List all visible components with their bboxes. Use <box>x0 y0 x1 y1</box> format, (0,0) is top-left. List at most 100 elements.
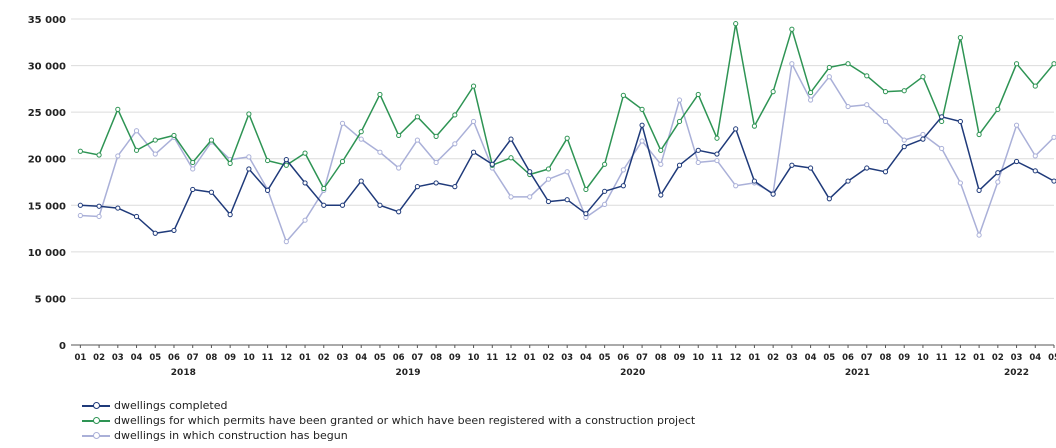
x-tick-label: 04 <box>805 353 817 363</box>
data-point <box>414 137 420 143</box>
x-tick-label: 10 <box>917 353 929 363</box>
x-tick-label: 07 <box>636 353 648 363</box>
data-point <box>957 118 963 125</box>
data-point <box>770 89 776 95</box>
data-point <box>995 106 1001 112</box>
data-point <box>864 73 870 79</box>
data-point <box>564 169 570 175</box>
data-point <box>733 126 739 132</box>
data-point <box>939 145 945 152</box>
x-tick-label: 02 <box>543 353 555 363</box>
x-tick-label: 02 <box>93 353 105 363</box>
data-point <box>227 212 233 218</box>
data-point <box>321 185 327 192</box>
data-point <box>789 61 795 67</box>
data-point <box>470 83 477 89</box>
data-point <box>658 161 664 167</box>
data-point <box>658 192 664 198</box>
series-lines <box>77 21 1056 245</box>
x-tick-label: 08 <box>206 353 218 363</box>
data-point <box>882 118 889 125</box>
data-point <box>789 26 795 32</box>
data-point <box>901 144 907 150</box>
data-point <box>190 186 196 193</box>
data-point <box>1032 153 1038 159</box>
data-point <box>77 202 83 208</box>
x-tick-label: 05 <box>823 353 835 363</box>
y-tick-label: 10 000 <box>28 248 66 259</box>
data-point <box>545 176 552 182</box>
data-point <box>826 196 832 202</box>
data-point <box>695 91 701 98</box>
data-point <box>676 118 683 125</box>
data-point <box>358 178 364 184</box>
data-point <box>208 137 215 143</box>
data-point <box>133 128 140 134</box>
series-1 <box>77 21 1056 193</box>
data-point <box>564 135 570 141</box>
data-point <box>133 213 140 220</box>
data-point <box>957 35 963 41</box>
year-label: 2020 <box>620 368 645 378</box>
series-0 <box>77 114 1056 236</box>
data-point <box>96 213 102 220</box>
y-tick-label: 30 000 <box>28 62 66 73</box>
data-point <box>283 157 289 163</box>
year-labels: 2018 2019 2020 2021 2022 <box>171 368 1029 378</box>
x-tick-label: 11 <box>486 353 498 363</box>
data-point <box>396 209 402 215</box>
series-line <box>80 62 1055 243</box>
data-point <box>920 74 926 80</box>
data-point <box>470 149 477 155</box>
data-point <box>714 157 720 164</box>
data-point <box>639 138 645 144</box>
data-point <box>882 169 889 175</box>
x-tick-label: 08 <box>655 353 667 363</box>
legend-swatch-completed <box>82 398 110 413</box>
data-point <box>957 180 963 186</box>
data-point <box>676 97 683 103</box>
data-point <box>639 122 645 128</box>
data-point <box>377 149 383 155</box>
data-point <box>882 89 889 95</box>
x-tick-label: 01 <box>748 353 760 363</box>
data-point <box>995 170 1001 176</box>
data-point <box>583 186 589 193</box>
data-point <box>901 88 907 94</box>
x-tick-label: 03 <box>337 353 349 363</box>
data-point <box>115 205 121 211</box>
data-point <box>545 198 552 205</box>
data-point <box>695 147 701 153</box>
x-tick-label: 12 <box>730 353 742 363</box>
legend-swatch-permits <box>82 413 110 428</box>
x-tick-label: 09 <box>674 353 686 363</box>
data-point <box>714 135 720 141</box>
data-point <box>976 131 982 138</box>
year-label: 2018 <box>171 368 196 378</box>
x-tick-label: 07 <box>187 353 199 363</box>
data-point <box>377 202 383 208</box>
legend-label: dwellings for which permits have been gr… <box>114 414 696 427</box>
series-line <box>80 22 1055 191</box>
data-point <box>995 179 1001 185</box>
x-axis-tick-labels: 01 02 03 04 05 06 07 08 09 10 11 12 01 02 03 04 05 06 07 08… <box>74 345 1056 363</box>
data-point <box>414 184 420 190</box>
data-point <box>302 217 308 223</box>
data-point <box>190 166 196 172</box>
x-tick-label: 04 <box>355 353 367 363</box>
x-tick-label: 10 <box>468 353 480 363</box>
data-point <box>1013 122 1020 128</box>
data-point <box>620 92 626 98</box>
data-point <box>939 118 945 125</box>
y-tick-label: 25 000 <box>28 108 66 119</box>
legend-item-permits: dwellings for which permits have been gr… <box>82 413 695 428</box>
data-point <box>845 103 851 110</box>
x-tick-label: 06 <box>842 353 854 363</box>
data-point <box>433 133 439 139</box>
x-tick-label: 05 <box>599 353 611 363</box>
data-point <box>864 102 870 108</box>
x-tick-label: 01 <box>973 353 985 363</box>
data-point <box>602 201 608 207</box>
legend-swatch-begun <box>82 428 110 443</box>
x-tick-label: 04 <box>131 353 143 363</box>
